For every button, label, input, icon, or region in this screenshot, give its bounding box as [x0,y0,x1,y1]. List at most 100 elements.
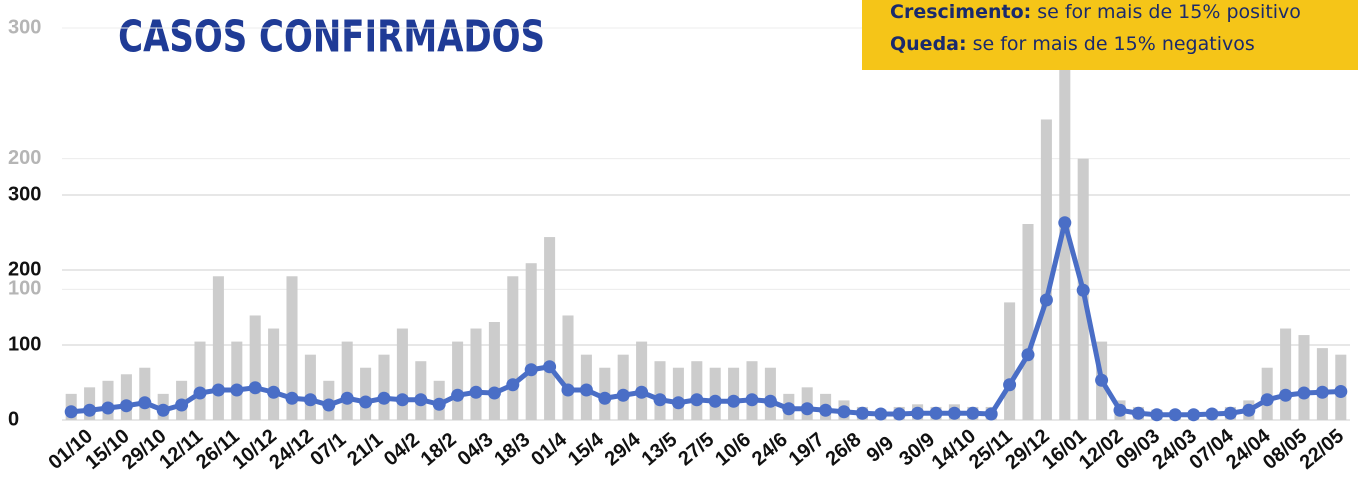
line-marker [745,393,759,407]
line-marker [1021,348,1035,362]
x-tick-label: 22/05 [1296,425,1348,474]
bar [102,380,114,420]
x-tick-label: 24/6 [748,429,792,471]
note-box: Crescimento: se for mais de 15% positivo Q… [862,0,1358,70]
line-marker [395,393,409,407]
line-marker [285,391,299,405]
bar [746,361,758,420]
line-marker [1131,406,1145,420]
x-tick-label: 04/3 [454,429,498,471]
line-marker [929,406,943,420]
note-label: Crescimento: [890,1,1031,23]
bar [415,361,427,420]
line-marker [1205,407,1219,421]
line-marker [892,407,906,421]
bar [691,361,703,420]
x-tick-label: 07/1 [306,429,350,471]
line-marker [303,393,317,407]
x-tick-label: 21/1 [343,429,387,471]
y-tick-label: 300 [8,183,41,205]
line-marker [1315,385,1329,399]
line-marker [1260,393,1274,407]
line-marker [138,396,152,410]
x-tick-label: 01/4 [527,428,572,470]
bar [194,341,206,420]
line-marker [340,391,354,405]
line-marker [984,407,998,421]
line-marker [1279,388,1293,402]
bar [728,367,740,420]
bar [764,367,776,420]
line-marker [119,399,133,413]
x-tick-label: 04/2 [380,429,424,471]
bar [709,367,721,420]
line-marker [267,385,281,399]
bar [507,276,519,420]
line-marker [101,401,115,415]
line-marker [727,394,741,408]
line-marker [579,383,593,397]
line-marker [1058,216,1072,230]
line-marker [1003,378,1017,392]
line-marker [690,393,704,407]
x-tick-label: 29/4 [601,428,646,470]
line-marker [377,391,391,405]
line [70,222,1341,418]
x-tick-label: 9/9 [863,432,898,467]
x-tick-label: 10/6 [711,429,755,471]
bar [452,341,464,420]
line-marker [469,385,483,399]
line-marker [782,402,796,416]
line-marker [819,403,833,417]
line-marker [64,405,78,419]
line-marker [1223,406,1237,420]
note-line: Queda: se for mais de 15% negativos [890,33,1255,55]
bar [268,328,280,420]
x-tick-label: 19/7 [785,429,829,471]
bar [470,328,482,420]
x-tick-label: 26/8 [822,429,866,471]
line-marker [708,394,722,408]
line-marker [414,393,428,407]
line-marker [635,385,649,399]
bar [84,387,96,420]
bar [1040,119,1052,420]
bar [139,367,151,420]
x-tick-label: 18/3 [490,429,534,471]
line-marker [800,402,814,416]
line-marker [947,406,961,420]
bar [1004,302,1016,420]
line-marker [1242,403,1256,417]
x-tick-label: 27/5 [674,429,718,471]
bar [636,341,648,420]
line-marker [322,398,336,412]
bar [286,276,298,420]
note-text: se for mais de 15% positivo [1037,1,1301,23]
x-tick-label: 18/2 [417,429,461,471]
line-marker [837,405,851,419]
bar [1059,60,1071,421]
bar [120,374,132,420]
line-marker [1113,403,1127,417]
y2-tick-label: 300 [8,16,41,38]
bar [1298,335,1310,420]
bar [525,263,537,420]
bar [1316,348,1328,420]
bar [378,354,390,420]
line-marker [616,388,630,402]
bar [544,237,556,420]
line-marker [1095,373,1109,387]
y-tick-label: 0 [8,408,19,430]
line-marker [671,396,685,410]
bar [488,322,500,420]
line-marker [359,395,373,409]
line-marker [1168,408,1182,422]
bar [654,361,666,420]
line-marker [1039,293,1053,307]
line-marker [1150,408,1164,422]
line-marker [561,383,575,397]
y2-tick-label: 200 [8,147,41,169]
y2-tick-label: 100 [8,278,41,300]
note-line: Crescimento: se for mais de 15% positivo [890,1,1301,23]
y-tick-label: 100 [8,333,41,355]
